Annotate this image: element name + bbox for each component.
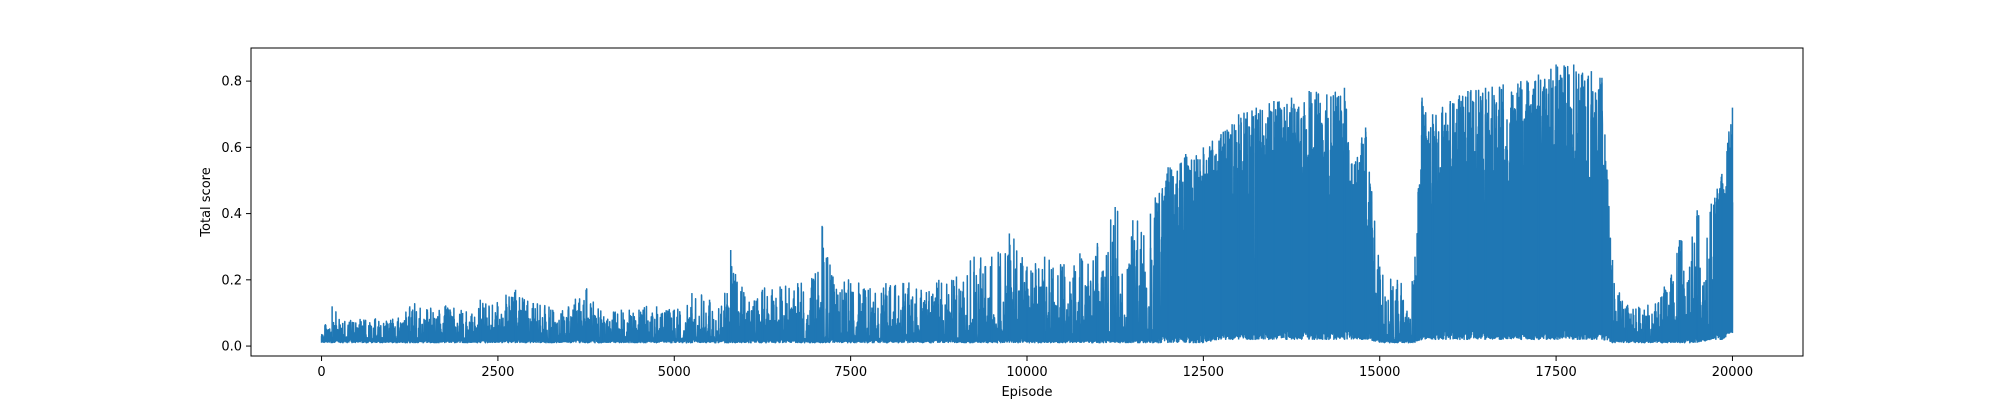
y-tick-label: 0.4 xyxy=(221,207,242,222)
x-tick-label: 20000 xyxy=(1712,365,1753,380)
x-axis-label: Episode xyxy=(1001,385,1052,400)
series-layer xyxy=(320,64,1734,344)
y-axis: 0.0 0.2 0.4 0.6 0.8 xyxy=(221,75,251,355)
plot-area xyxy=(320,64,1734,344)
x-tick-label: 17500 xyxy=(1535,365,1576,380)
y-tick-label: 0.0 xyxy=(221,340,242,355)
x-tick-label: 2500 xyxy=(481,365,514,380)
y-axis-label: Total score xyxy=(199,167,214,237)
x-tick-label: 7500 xyxy=(834,365,867,380)
x-axis: 0 2500 5000 7500 10000 12500 15000 17500 20000 xyxy=(317,356,1753,380)
x-tick-label: 15000 xyxy=(1359,365,1400,380)
y-tick-label: 0.8 xyxy=(221,75,242,90)
x-tick-label: 5000 xyxy=(658,365,691,380)
x-tick-label: 0 xyxy=(317,365,325,380)
x-tick-label: 10000 xyxy=(1006,365,1047,380)
x-tick-label: 12500 xyxy=(1183,365,1224,380)
y-tick-label: 0.6 xyxy=(221,141,242,156)
y-tick-label: 0.2 xyxy=(221,273,242,288)
